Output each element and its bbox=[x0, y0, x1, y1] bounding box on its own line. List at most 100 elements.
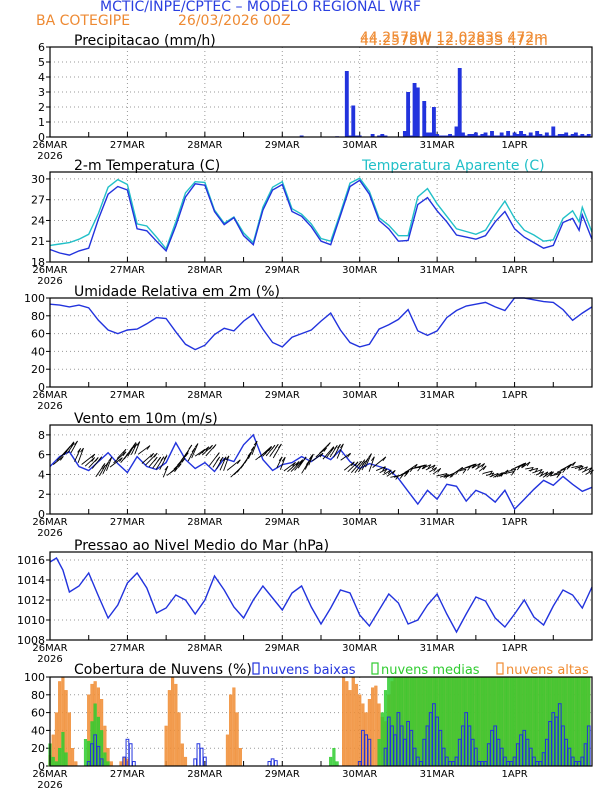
pressure-xtick-label: 30MAR bbox=[342, 643, 377, 654]
precip-bar bbox=[522, 134, 527, 137]
rh-xtick-label: 31MAR bbox=[420, 390, 455, 401]
wind-barb-flag bbox=[405, 470, 410, 476]
temp-xtick-label: 29MAR bbox=[265, 265, 300, 276]
wind-barb bbox=[365, 453, 372, 468]
temp-xtick-label: 31MAR bbox=[420, 265, 455, 276]
run-date: 26/03/2026 00Z bbox=[178, 13, 291, 29]
wind-ytick-label: 2 bbox=[38, 488, 45, 501]
wind-barb bbox=[539, 471, 549, 477]
wind-barb bbox=[141, 452, 154, 464]
wind-barb-flag bbox=[281, 456, 286, 462]
wind-barb bbox=[134, 441, 141, 455]
precip-bar bbox=[509, 135, 514, 137]
precip-bar bbox=[473, 132, 478, 137]
precip-xtick-label: 31MAR bbox=[420, 140, 455, 151]
wind-xtick-label: 1APR bbox=[501, 517, 527, 528]
rh-ytick-label: 60 bbox=[31, 328, 45, 341]
cloud-bar-nuvens-altas bbox=[54, 712, 59, 767]
temp-line bbox=[49, 179, 593, 256]
temp-xtick-label: 1APR bbox=[501, 265, 527, 276]
rh-line bbox=[49, 297, 593, 351]
cloud-bar-nuvens-medias bbox=[538, 676, 542, 767]
wind-barb-flag bbox=[306, 460, 310, 465]
wind-barb-flag bbox=[337, 443, 341, 449]
cloud-legend-label-2: nuvens altas bbox=[506, 663, 589, 678]
wind-barb-flag bbox=[391, 470, 396, 475]
precip-bar bbox=[354, 135, 359, 137]
wind-barb bbox=[436, 473, 448, 477]
cloud-bar-nuvens-baixas bbox=[193, 758, 198, 767]
cloud-bar-nuvens-altas bbox=[354, 683, 359, 767]
clouds-ytick-label: 0 bbox=[38, 760, 45, 773]
cloud-bar-nuvens-altas bbox=[371, 687, 375, 767]
wind-barb-flag bbox=[160, 456, 165, 461]
wind-barb bbox=[106, 457, 113, 471]
cloud-bar-nuvens-medias bbox=[503, 676, 507, 767]
temp-year-label: 2026 bbox=[37, 276, 62, 287]
wind-barb bbox=[500, 469, 509, 477]
precip-bar bbox=[402, 131, 407, 137]
pressure-xtick-label: 27MAR bbox=[110, 643, 145, 654]
wind-barb-flag bbox=[584, 466, 588, 472]
clouds-xtick-label: 30MAR bbox=[342, 769, 377, 780]
wind-barb-flag bbox=[236, 459, 241, 465]
precip-bar bbox=[344, 71, 349, 137]
cloud-bar-nuvens-medias bbox=[335, 761, 339, 767]
wind-barb-flag bbox=[347, 452, 351, 458]
temp-ytick-label: 30 bbox=[31, 173, 45, 186]
wind-barb-flag bbox=[136, 441, 141, 446]
cloud-bar-nuvens-medias bbox=[380, 712, 384, 767]
precip-bar bbox=[454, 126, 459, 137]
precip-bar bbox=[541, 135, 546, 137]
wind-barb-flag bbox=[361, 461, 366, 466]
wind-barb-flag bbox=[268, 446, 272, 452]
wind-barb bbox=[549, 473, 560, 477]
precip-ytick-label: 0 bbox=[38, 131, 45, 144]
precip-frame bbox=[49, 46, 593, 138]
wind-barb-flag bbox=[247, 451, 252, 457]
wind-barb-flag bbox=[105, 461, 110, 466]
precip-bar bbox=[557, 134, 562, 137]
wind-barb bbox=[170, 463, 182, 474]
rh-year-label: 2026 bbox=[37, 401, 62, 412]
cloud-bar-nuvens-baixas bbox=[196, 743, 201, 767]
wind-barb bbox=[425, 464, 436, 471]
precip-bar bbox=[457, 68, 462, 137]
wind-barb-flag bbox=[299, 460, 304, 465]
precip-bar bbox=[431, 107, 436, 137]
cloud-bar-nuvens-altas bbox=[351, 676, 355, 767]
wind-barb-flag bbox=[59, 456, 64, 461]
cloud-bar-nuvens-medias bbox=[509, 676, 513, 767]
cloud-bar-nuvens-medias bbox=[535, 676, 539, 767]
wind-barb-flag bbox=[431, 464, 436, 470]
clouds-xtick-label: 26MAR bbox=[32, 769, 67, 780]
wind-barb-flag bbox=[399, 474, 404, 479]
rh-xtick-label: 29MAR bbox=[265, 390, 300, 401]
pressure-year-label: 2026 bbox=[37, 654, 62, 665]
precip-bar bbox=[512, 132, 517, 137]
wind-xtick-label: 29MAR bbox=[265, 517, 300, 528]
precip-bar bbox=[444, 135, 449, 137]
wind-xtick-label: 31MAR bbox=[420, 517, 455, 528]
wind-ytick-label: 8 bbox=[38, 429, 45, 442]
wind-barb-flag bbox=[101, 463, 106, 468]
wind-barb bbox=[422, 464, 432, 469]
cloud-bar-nuvens-baixas bbox=[132, 761, 136, 767]
precip-bar bbox=[573, 132, 578, 137]
temp-xtick-label: 28MAR bbox=[187, 265, 222, 276]
precip-bar bbox=[438, 135, 443, 137]
wind-barb-flag bbox=[370, 456, 375, 462]
wind-barb-flag bbox=[80, 447, 84, 453]
wind-frame bbox=[49, 424, 593, 515]
cloud-bar-nuvens-baixas bbox=[128, 743, 133, 767]
cloud-legend-swatch-0 bbox=[252, 662, 260, 675]
cloud-legend-label-0: nuvens baixas bbox=[262, 663, 356, 678]
wind-barb bbox=[464, 463, 475, 469]
wind-barb-flag bbox=[413, 464, 418, 469]
wind-barb-flag bbox=[481, 463, 485, 468]
cloud-bar-nuvens-medias bbox=[106, 761, 110, 767]
rh-xtick-label: 26MAR bbox=[32, 390, 67, 401]
wind-barb bbox=[429, 467, 437, 473]
precip-bar bbox=[464, 135, 469, 137]
wind-barb bbox=[340, 452, 351, 461]
